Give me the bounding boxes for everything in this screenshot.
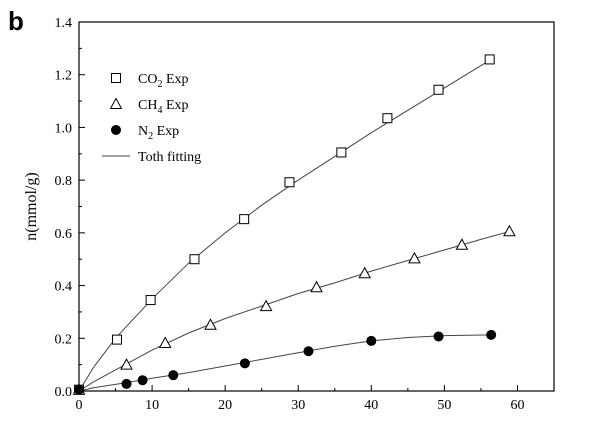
legend-label: N2 Exp <box>138 124 179 142</box>
data-point <box>239 358 250 369</box>
x-tick-label: 20 <box>218 398 232 413</box>
legend-label: Toth fitting <box>138 150 201 165</box>
data-point <box>239 214 250 225</box>
data-point <box>382 113 393 124</box>
y-tick-label: 0.4 <box>55 280 73 295</box>
y-tick-label: 1.2 <box>55 69 73 84</box>
x-tick-label: 60 <box>510 398 524 413</box>
data-point <box>168 370 179 381</box>
x-tick-label: 30 <box>291 398 305 413</box>
data-point <box>503 224 516 237</box>
legend-marker <box>111 125 121 135</box>
data-point <box>145 295 156 306</box>
data-point <box>455 238 469 250</box>
x-tick-label: 10 <box>145 398 159 413</box>
y-tick-label: 0.8 <box>55 174 73 189</box>
y-tick-label: 0.0 <box>55 385 73 400</box>
fit-line-3 <box>78 334 492 392</box>
x-tick-label: 50 <box>437 398 451 413</box>
x-tick-label: 0 <box>76 398 83 413</box>
data-point <box>484 54 495 65</box>
data-point <box>158 336 172 348</box>
data-point <box>137 375 148 386</box>
data-point <box>189 254 200 265</box>
data-point <box>486 329 497 340</box>
plot-area: 0 10 20 30 40 50 60 0.0 0.2 0.4 0.6 0.8 1.0 1.2 1.4 n(m… <box>23 16 555 413</box>
data-point <box>120 358 133 370</box>
data-point <box>310 280 323 293</box>
data-point <box>408 251 421 264</box>
y-tick-label: 0.2 <box>55 332 73 347</box>
data-point <box>112 334 122 345</box>
data-point <box>366 335 377 346</box>
y-axis-title: n(mmol/g) <box>23 172 40 240</box>
data-point <box>259 299 273 312</box>
data-point <box>358 266 372 279</box>
data-point <box>433 331 444 342</box>
panel-label: b <box>8 6 24 36</box>
data-point <box>303 346 314 357</box>
data-point <box>121 378 132 389</box>
y-tick-label: 0.6 <box>55 227 73 242</box>
legend-label: CH4 Exp <box>138 98 189 116</box>
legend-marker <box>111 73 121 83</box>
data-point <box>336 147 347 158</box>
legend-marker <box>109 97 123 109</box>
legend-label: CO2 Exp <box>138 72 189 90</box>
fit-line-2 <box>78 230 511 392</box>
data-point <box>204 318 217 330</box>
data-point <box>433 84 444 95</box>
data-point <box>74 384 84 395</box>
y-tick-label: 1.4 <box>55 16 73 31</box>
data-point <box>284 177 295 188</box>
x-tick-label: 40 <box>364 398 378 413</box>
y-tick-label: 1.0 <box>55 121 73 136</box>
